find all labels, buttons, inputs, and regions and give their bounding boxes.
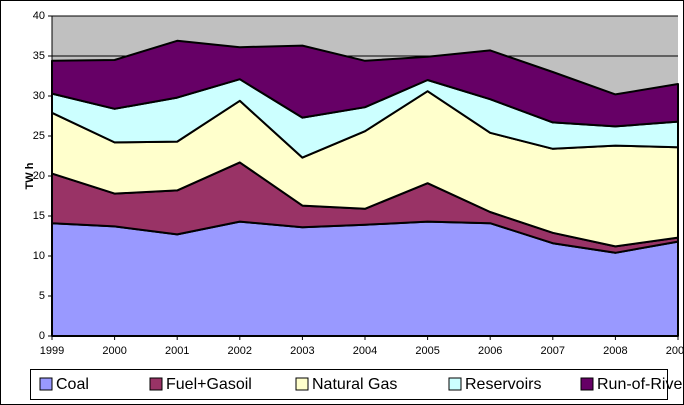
y-tick-label: 40 <box>33 10 45 22</box>
x-tick-label: 2008 <box>603 345 627 357</box>
y-tick-label: 10 <box>33 250 45 262</box>
legend-label: Coal <box>56 376 89 393</box>
area <box>51 39 679 128</box>
x-tick-label: 2006 <box>478 345 502 357</box>
legend-swatch <box>295 377 309 391</box>
x-tick-label: 2009 <box>666 345 684 357</box>
x-tick-label: 2001 <box>165 345 189 357</box>
legend-label: Fuel+Gasoil <box>166 376 252 393</box>
x-tick-label: 2003 <box>290 345 314 357</box>
x-tick-label: 1999 <box>40 345 64 357</box>
legend-swatch <box>39 377 53 391</box>
x-tick-label: 2000 <box>102 345 126 357</box>
legend-swatch <box>448 377 462 391</box>
legend-label: Natural Gas <box>312 376 397 393</box>
y-tick-label: 35 <box>33 50 45 62</box>
legend-swatch <box>580 377 594 391</box>
legend-label: Run-of-Rivers <box>597 376 684 393</box>
y-tick-label: 25 <box>33 130 45 142</box>
y-tick-label: 20 <box>33 170 45 182</box>
y-tick-label: 5 <box>39 290 45 302</box>
y-tick-label: 30 <box>33 90 45 102</box>
y-axis-label: TW h <box>24 162 36 189</box>
x-tick-label: 2007 <box>541 345 565 357</box>
legend-label: Reservoirs <box>465 376 541 393</box>
y-tick-label: 15 <box>33 210 45 222</box>
legend-box <box>30 369 668 400</box>
x-tick-label: 2005 <box>415 345 439 357</box>
legend-swatch <box>149 377 163 391</box>
x-tick-label: 2002 <box>228 345 252 357</box>
y-tick-label: 0 <box>39 330 45 342</box>
x-tick-label: 2004 <box>353 345 377 357</box>
